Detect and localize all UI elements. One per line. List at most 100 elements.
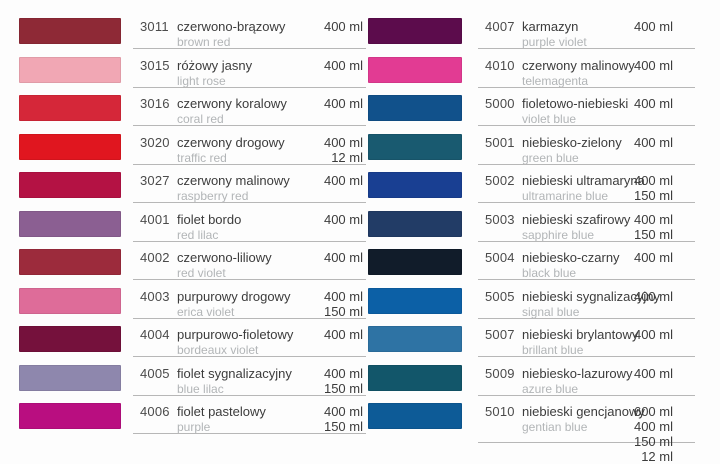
color-names: purpurowo-fioletowy bordeaux violet: [177, 327, 366, 357]
volume: 150 ml: [323, 380, 363, 396]
color-name-pl: niebiesko-zielony: [522, 134, 622, 150]
color-name-en: red violet: [177, 266, 226, 281]
volume-list: 400 ml: [634, 96, 673, 111]
color-names: purpurowy drogowy erica violet: [177, 289, 366, 319]
row-separator: [478, 48, 695, 49]
row-separator: [133, 356, 366, 358]
color-swatch: [19, 133, 121, 160]
color-row: 5004 niebiesko-czarny black blue 400 ml: [368, 249, 695, 288]
volume: 400 ml: [633, 96, 673, 112]
color-row: 3011 czerwono-brązowy brown red 400 ml: [19, 18, 366, 57]
color-row: 4006 fiolet pastelowy purple 400 ml 150 m…: [19, 403, 366, 442]
color-name-pl: fioletowo-niebieski: [522, 96, 629, 112]
color-names: fiolet sygnalizacyjny blue lilac: [177, 366, 366, 396]
color-code: 5009: [485, 365, 515, 381]
volume: 400 ml: [633, 365, 673, 381]
row-separator: [133, 125, 366, 127]
color-row: 3027 czerwony malinowy raspberry red 400…: [19, 172, 366, 211]
color-swatch: [19, 172, 121, 199]
color-code: 5000: [485, 96, 515, 112]
swatch-cell: [368, 403, 462, 430]
color-names: czerwony drogowy traffic red: [177, 135, 366, 165]
row-separator: [133, 394, 366, 396]
color-name-pl: czerwono-brązowy: [177, 19, 286, 34]
swatch-cell: [19, 326, 121, 353]
color-name-pl: czerwono-liliowy: [177, 250, 272, 266]
color-name-pl: czerwony malinowy: [177, 173, 290, 189]
color-swatch: [19, 95, 121, 122]
color-swatch: [368, 18, 462, 44]
color-name-pl: purpurowo-fioletowy: [177, 327, 294, 343]
color-name-en: brown red: [177, 35, 231, 49]
color-name-pl: fiolet sygnalizacyjny: [177, 365, 292, 381]
row-separator: [133, 433, 366, 435]
color-code: 5007: [485, 327, 515, 343]
swatch-cell: [368, 56, 462, 83]
volume-list: 400 ml: [634, 289, 673, 304]
color-code: 4001: [140, 211, 170, 227]
volume: 400 ml: [323, 57, 363, 73]
volume: 12 ml: [641, 449, 673, 464]
color-name-en: brillant blue: [522, 343, 584, 358]
volume-list: 400 ml: [324, 96, 363, 111]
color-name-pl: niebieski brylantowy: [522, 327, 639, 343]
color-info: 3027 czerwony malinowy raspberry red 400…: [133, 172, 366, 204]
color-swatch: [368, 326, 462, 353]
color-name-en: green blue: [522, 150, 579, 165]
color-info: 5009 niebiesko-lazurowy azure blue 400 m…: [478, 365, 695, 396]
color-names: niebieski ultramaryna ultramarine blue: [522, 173, 695, 203]
volume: 400 ml: [323, 365, 363, 381]
swatch-cell: [19, 287, 121, 314]
color-name-pl: niebiesko-lazurowy: [522, 365, 633, 381]
color-names: fiolet bordo red lilac: [177, 212, 366, 242]
volume-list: 400 ml: [324, 327, 363, 342]
color-row: 5010 niebieski gencjanowy gentian blue 6…: [368, 403, 695, 464]
swatch-cell: [19, 18, 121, 44]
volume-list: 400 ml: [634, 135, 673, 150]
color-code: 5004: [485, 250, 515, 266]
color-swatch: [368, 287, 462, 314]
color-row: 5001 niebiesko-zielony green blue 400 ml: [368, 133, 695, 173]
color-info: 5004 niebiesko-czarny black blue 400 ml: [478, 249, 695, 281]
color-names: niebieski brylantowy brillant blue: [522, 327, 695, 357]
color-name-en: signal blue: [522, 304, 580, 319]
volume: 400 ml: [323, 211, 363, 227]
color-swatch: [368, 95, 462, 122]
volume-list: 400 ml 12 ml: [324, 135, 363, 165]
color-info: 5005 niebieski sygnalizacyjny signal blu…: [478, 288, 695, 319]
volume: 150 ml: [323, 303, 363, 319]
swatch-cell: [19, 56, 121, 83]
row-separator: [133, 317, 366, 319]
volume-list: 400 ml 150 ml: [634, 173, 673, 203]
swatch-cell: [368, 364, 462, 391]
color-row: 3016 czerwony koralowy coral red 400 ml: [19, 95, 366, 134]
volume: 400 ml: [323, 404, 363, 420]
color-info: 5010 niebieski gencjanowy gentian blue 6…: [478, 403, 695, 464]
row-separator: [133, 240, 366, 242]
color-swatch: [368, 210, 462, 237]
volume: 400 ml: [323, 134, 363, 150]
color-names: niebieski gencjanowy gentian blue: [522, 404, 695, 434]
volume-list: 400 ml: [324, 250, 363, 265]
volume: 400 ml: [633, 19, 673, 34]
color-names: karmazyn purple violet: [522, 19, 695, 49]
color-name-en: coral red: [177, 112, 224, 127]
color-swatch: [368, 172, 462, 199]
swatch-cell: [19, 95, 121, 122]
color-code: 3020: [140, 134, 170, 150]
color-row: 4010 czerwony malinowy telemagenta 400 m…: [368, 56, 695, 96]
color-code: 3011: [140, 19, 169, 34]
row-separator: [133, 202, 366, 204]
volume-list: 400 ml: [634, 19, 673, 34]
color-names: czerwony malinowy raspberry red: [177, 173, 366, 203]
color-row: 5007 niebieski brylantowy brillant blue …: [368, 326, 695, 365]
volume-list: 400 ml: [634, 327, 673, 342]
color-name-en: black blue: [522, 266, 577, 281]
swatch-cell: [19, 133, 121, 160]
row-separator: [478, 86, 695, 88]
volume: 400 ml: [633, 57, 673, 73]
color-row: 5005 niebieski sygnalizacyjny signal blu…: [368, 287, 695, 327]
swatch-cell: [19, 364, 121, 391]
volume: 400 ml: [633, 250, 673, 266]
swatch-cell: [368, 95, 462, 122]
